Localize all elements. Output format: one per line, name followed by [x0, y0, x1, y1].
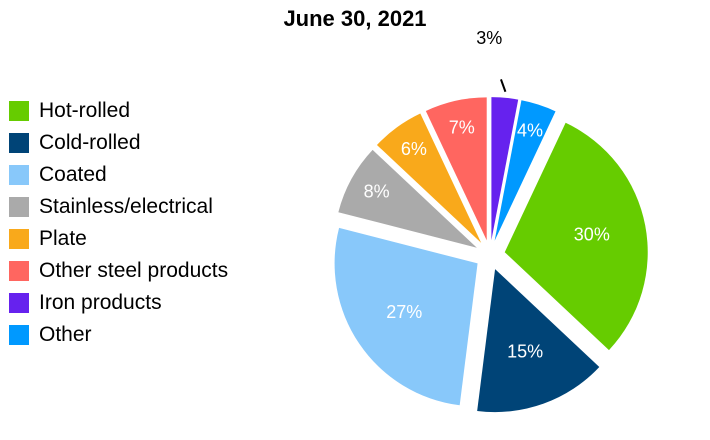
legend-swatch [9, 165, 29, 185]
legend-label: Other steel products [39, 259, 229, 282]
pie-slice [425, 97, 487, 241]
slice-value-label: 3% [476, 28, 502, 48]
pie-slice [334, 227, 478, 406]
legend-item: Cold-rolled [9, 127, 228, 159]
legend-swatch [9, 261, 29, 281]
legend-label: Cold-rolled [39, 131, 141, 154]
legend-item: Other [9, 319, 228, 351]
legend-swatch [9, 229, 29, 249]
slice-value-label: 15% [507, 341, 543, 361]
chart-title: June 30, 2021 [283, 6, 427, 31]
legend-swatch [9, 293, 29, 313]
pie-slice [504, 122, 648, 351]
slice-value-label: 4% [517, 121, 543, 141]
legend-item: Plate [9, 223, 228, 255]
pie-slice [376, 113, 482, 243]
legend-item: Iron products [9, 287, 228, 319]
legend-swatch [9, 325, 29, 345]
slice-value-label: 6% [401, 139, 427, 159]
legend-swatch [9, 197, 29, 217]
legend-swatch [9, 101, 29, 121]
legend-label: Plate [39, 227, 87, 250]
legend-item: Other steel products [9, 255, 228, 287]
legend-label: Coated [39, 163, 107, 186]
legend-label: Iron products [39, 291, 162, 314]
pie-slice [494, 100, 556, 241]
legend-swatch [9, 133, 29, 153]
pie-slice [338, 149, 477, 248]
legend: Hot-rolled Cold-rolled Coated Stainless/ele… [9, 95, 228, 351]
legend-item: Coated [9, 159, 228, 191]
slice-value-label: 8% [364, 181, 390, 201]
pie-slice [477, 269, 600, 413]
leader-line [500, 79, 507, 93]
slice-value-label: 7% [449, 117, 475, 137]
pie-slice [491, 97, 519, 241]
legend-label: Hot-rolled [39, 99, 131, 122]
legend-label: Stainless/electrical [39, 195, 213, 218]
slice-value-label: 30% [574, 224, 610, 244]
slice-value-label: 27% [386, 302, 422, 322]
legend-item: Stainless/electrical [9, 191, 228, 223]
legend-label: Other [39, 323, 92, 346]
legend-item: Hot-rolled [9, 95, 228, 127]
